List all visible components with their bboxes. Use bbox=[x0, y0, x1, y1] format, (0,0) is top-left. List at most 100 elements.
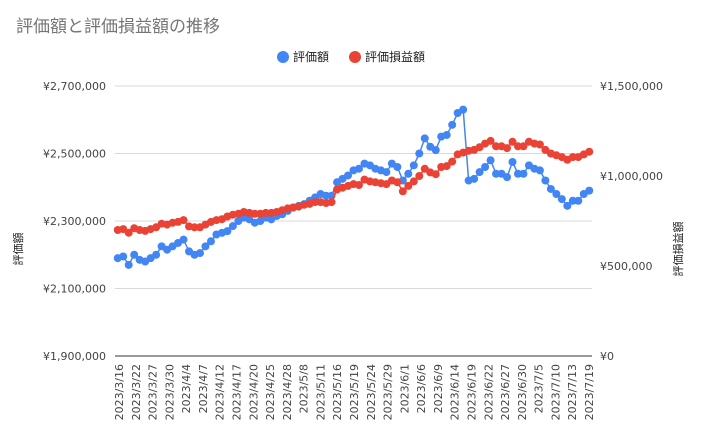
x-tick-label: 2023/5/8 bbox=[298, 364, 311, 413]
x-tick-label: 2023/7/5 bbox=[533, 364, 546, 413]
data-point bbox=[585, 186, 594, 195]
data-point bbox=[179, 216, 188, 225]
data-point bbox=[563, 201, 572, 210]
x-tick-label: 2023/6/14 bbox=[449, 364, 462, 420]
x-tick-label: 2023/3/22 bbox=[130, 364, 143, 420]
left-tick-label: ¥2,500,000 bbox=[43, 148, 106, 161]
legend-marker-gain-loss bbox=[349, 51, 361, 63]
x-tick-label: 2023/4/17 bbox=[231, 364, 244, 420]
data-point bbox=[492, 169, 501, 178]
data-point bbox=[354, 164, 363, 173]
x-tick-label: 2023/5/24 bbox=[365, 364, 378, 420]
data-point bbox=[409, 177, 418, 186]
data-point bbox=[442, 162, 451, 171]
data-point bbox=[535, 140, 544, 149]
data-point bbox=[513, 142, 522, 151]
data-point bbox=[201, 242, 210, 251]
right-tick-label: ¥500,000 bbox=[600, 260, 653, 273]
x-tick-label: 2023/3/30 bbox=[163, 364, 176, 420]
data-point bbox=[546, 184, 555, 193]
data-point bbox=[503, 173, 512, 182]
data-point bbox=[519, 169, 528, 178]
left-axis-ticks: ¥1,900,000 ¥2,100,000 ¥2,300,000 ¥2,500,000… bbox=[43, 80, 106, 363]
data-point bbox=[119, 252, 128, 261]
legend-marker-valuation bbox=[277, 51, 289, 63]
data-point bbox=[206, 237, 215, 246]
x-tick-label: 2023/5/11 bbox=[314, 364, 327, 420]
data-point bbox=[585, 147, 594, 156]
data-point bbox=[382, 168, 391, 177]
data-point bbox=[513, 169, 522, 178]
data-point bbox=[327, 198, 336, 207]
right-axis-title: 評価損益額 bbox=[671, 222, 685, 277]
data-point bbox=[475, 168, 484, 177]
data-point bbox=[568, 153, 577, 162]
x-axis-ticks: 2023/3/16 2023/3/22 2023/3/27 2023/3/30 2023… bbox=[113, 364, 596, 420]
data-point bbox=[431, 170, 440, 179]
data-point bbox=[448, 120, 457, 129]
data-point bbox=[130, 250, 139, 259]
data-point bbox=[415, 172, 424, 180]
x-tick-label: 2023/6/27 bbox=[499, 364, 512, 420]
x-tick-label: 2023/4/25 bbox=[264, 364, 277, 420]
data-point bbox=[486, 156, 495, 165]
data-point bbox=[481, 163, 490, 171]
left-tick-label: ¥2,300,000 bbox=[43, 215, 106, 228]
data-point bbox=[311, 198, 320, 207]
x-tick-label: 2023/6/19 bbox=[466, 364, 479, 420]
data-point bbox=[322, 191, 331, 200]
right-tick-label: ¥1,500,000 bbox=[600, 80, 663, 93]
data-point bbox=[250, 209, 259, 218]
data-point bbox=[574, 196, 583, 205]
x-tick-label: 2023/4/20 bbox=[247, 364, 260, 420]
x-tick-label: 2023/4/12 bbox=[214, 364, 227, 420]
x-tick-label: 2023/5/29 bbox=[382, 364, 395, 420]
data-point bbox=[568, 196, 577, 205]
data-point bbox=[398, 187, 407, 196]
data-point bbox=[344, 171, 353, 180]
legend-label-gain-loss: 評価損益額 bbox=[365, 49, 425, 64]
chart-title: 評価額と評価損益額の推移 bbox=[16, 17, 220, 37]
data-point bbox=[152, 250, 161, 259]
x-tick-label: 2023/6/1 bbox=[398, 364, 411, 413]
left-axis-title: 評価額 bbox=[11, 233, 25, 266]
data-point bbox=[124, 260, 133, 269]
data-point bbox=[541, 176, 550, 185]
data-point bbox=[261, 208, 270, 217]
data-point bbox=[535, 166, 544, 175]
data-point bbox=[448, 157, 457, 166]
data-point bbox=[508, 157, 517, 166]
data-point bbox=[393, 163, 402, 171]
data-point bbox=[552, 190, 561, 198]
data-point bbox=[508, 137, 517, 146]
data-point bbox=[503, 144, 512, 153]
data-point bbox=[442, 130, 451, 139]
data-point bbox=[420, 134, 429, 143]
data-point bbox=[492, 142, 501, 151]
x-tick-label: 2023/7/13 bbox=[566, 364, 579, 420]
gridlines bbox=[115, 85, 592, 357]
data-point bbox=[179, 235, 188, 244]
data-point bbox=[404, 181, 413, 190]
x-tick-label: 2023/5/19 bbox=[348, 364, 361, 420]
data-point bbox=[195, 249, 204, 258]
data-point bbox=[354, 181, 363, 189]
data-point bbox=[190, 223, 199, 232]
x-tick-label: 2023/7/19 bbox=[583, 364, 596, 420]
x-tick-label: 2023/4/4 bbox=[180, 364, 193, 413]
data-point bbox=[404, 169, 413, 178]
data-point bbox=[519, 142, 528, 151]
data-point bbox=[228, 222, 237, 231]
data-point bbox=[415, 149, 424, 158]
data-point bbox=[486, 136, 495, 145]
left-tick-label: ¥2,100,000 bbox=[43, 283, 106, 296]
x-tick-label: 2023/6/22 bbox=[482, 364, 495, 420]
right-tick-label: ¥0 bbox=[600, 350, 614, 363]
left-tick-label: ¥2,700,000 bbox=[43, 80, 106, 93]
data-point bbox=[393, 178, 402, 187]
x-tick-label: 2023/5/16 bbox=[331, 364, 344, 420]
data-point bbox=[470, 174, 479, 183]
data-point bbox=[431, 146, 440, 155]
right-tick-label: ¥1,000,000 bbox=[600, 170, 663, 183]
